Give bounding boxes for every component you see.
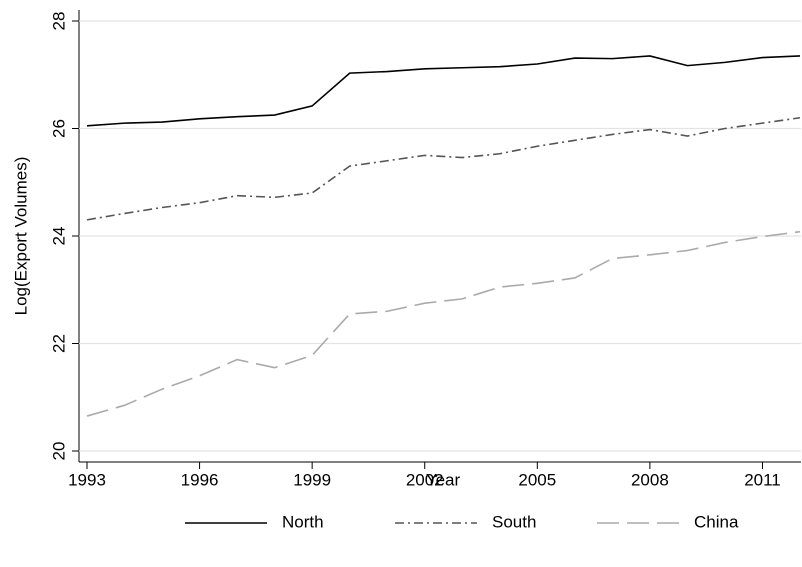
x-axis-label: Year — [426, 470, 461, 489]
legend-label: North — [282, 512, 324, 531]
x-tick-label: 2008 — [631, 470, 669, 489]
legend-label: South — [492, 512, 536, 531]
y-tick-label: 24 — [49, 227, 68, 246]
x-tick-label: 1996 — [181, 470, 219, 489]
y-tick-label: 20 — [49, 442, 68, 461]
series-line — [86, 230, 801, 417]
y-tick-label: 22 — [49, 334, 68, 353]
y-tick-label: 26 — [49, 119, 68, 138]
x-tick-label: 1993 — [68, 470, 106, 489]
x-tick-label: 2005 — [518, 470, 556, 489]
y-axis-label: Log(Export Volumes) — [11, 157, 30, 316]
series-line — [86, 116, 801, 221]
legend-label: China — [694, 512, 739, 531]
x-tick-label: 2002 — [406, 470, 444, 489]
x-tick-label: 1999 — [293, 470, 331, 489]
y-tick-label: 28 — [49, 12, 68, 31]
x-tick-label: 2011 — [744, 470, 781, 489]
series-line — [86, 55, 801, 127]
